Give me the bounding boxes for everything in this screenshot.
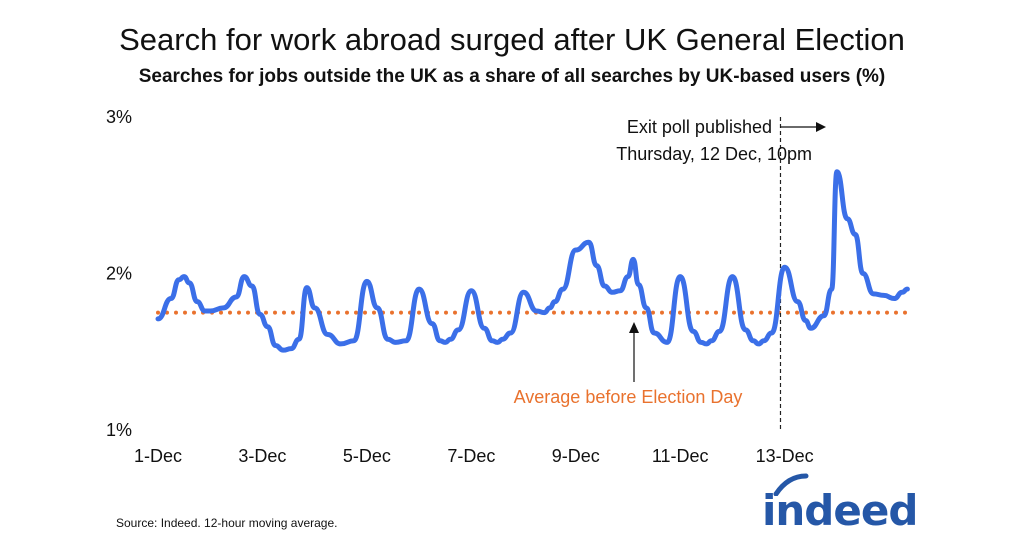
average-label: Average before Election Day [514,387,743,407]
chart-title: Search for work abroad surged after UK G… [119,22,905,57]
y-tick-label: 1% [106,420,132,440]
logo-text: indeed [762,486,918,535]
x-tick-label: 9-Dec [552,446,600,466]
logo-arc-icon [773,473,809,496]
x-tick-label: 11-Dec [652,446,709,466]
exit-poll-label: Exit poll published [627,117,772,137]
x-tick-label: 3-Dec [238,446,286,466]
exit-poll-arrowhead [816,122,826,132]
y-tick-label: 3% [106,107,132,127]
x-tick-label: 13-Dec [756,446,814,466]
exit-poll-time-label: Thursday, 12 Dec, 10pm [616,144,812,164]
x-tick-label: 7-Dec [447,446,495,466]
y-tick-label: 2% [106,264,132,284]
series-line [155,169,910,353]
indeed-logo: indeed [762,473,922,538]
x-tick-label: 1-Dec [134,446,182,466]
average-arrowhead [629,322,639,333]
chart-subtitle: Searches for jobs outside the UK as a sh… [138,66,886,87]
x-tick-label: 5-Dec [343,446,391,466]
source-note: Source: Indeed. 12-hour moving average. [116,516,338,530]
